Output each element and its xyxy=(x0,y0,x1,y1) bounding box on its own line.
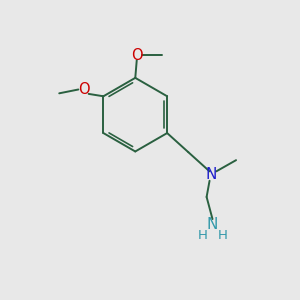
Text: O: O xyxy=(78,82,89,97)
Text: N: N xyxy=(205,167,217,182)
Text: N: N xyxy=(207,218,218,232)
Text: H: H xyxy=(197,229,207,242)
Text: H: H xyxy=(218,229,228,242)
Text: O: O xyxy=(131,48,142,63)
